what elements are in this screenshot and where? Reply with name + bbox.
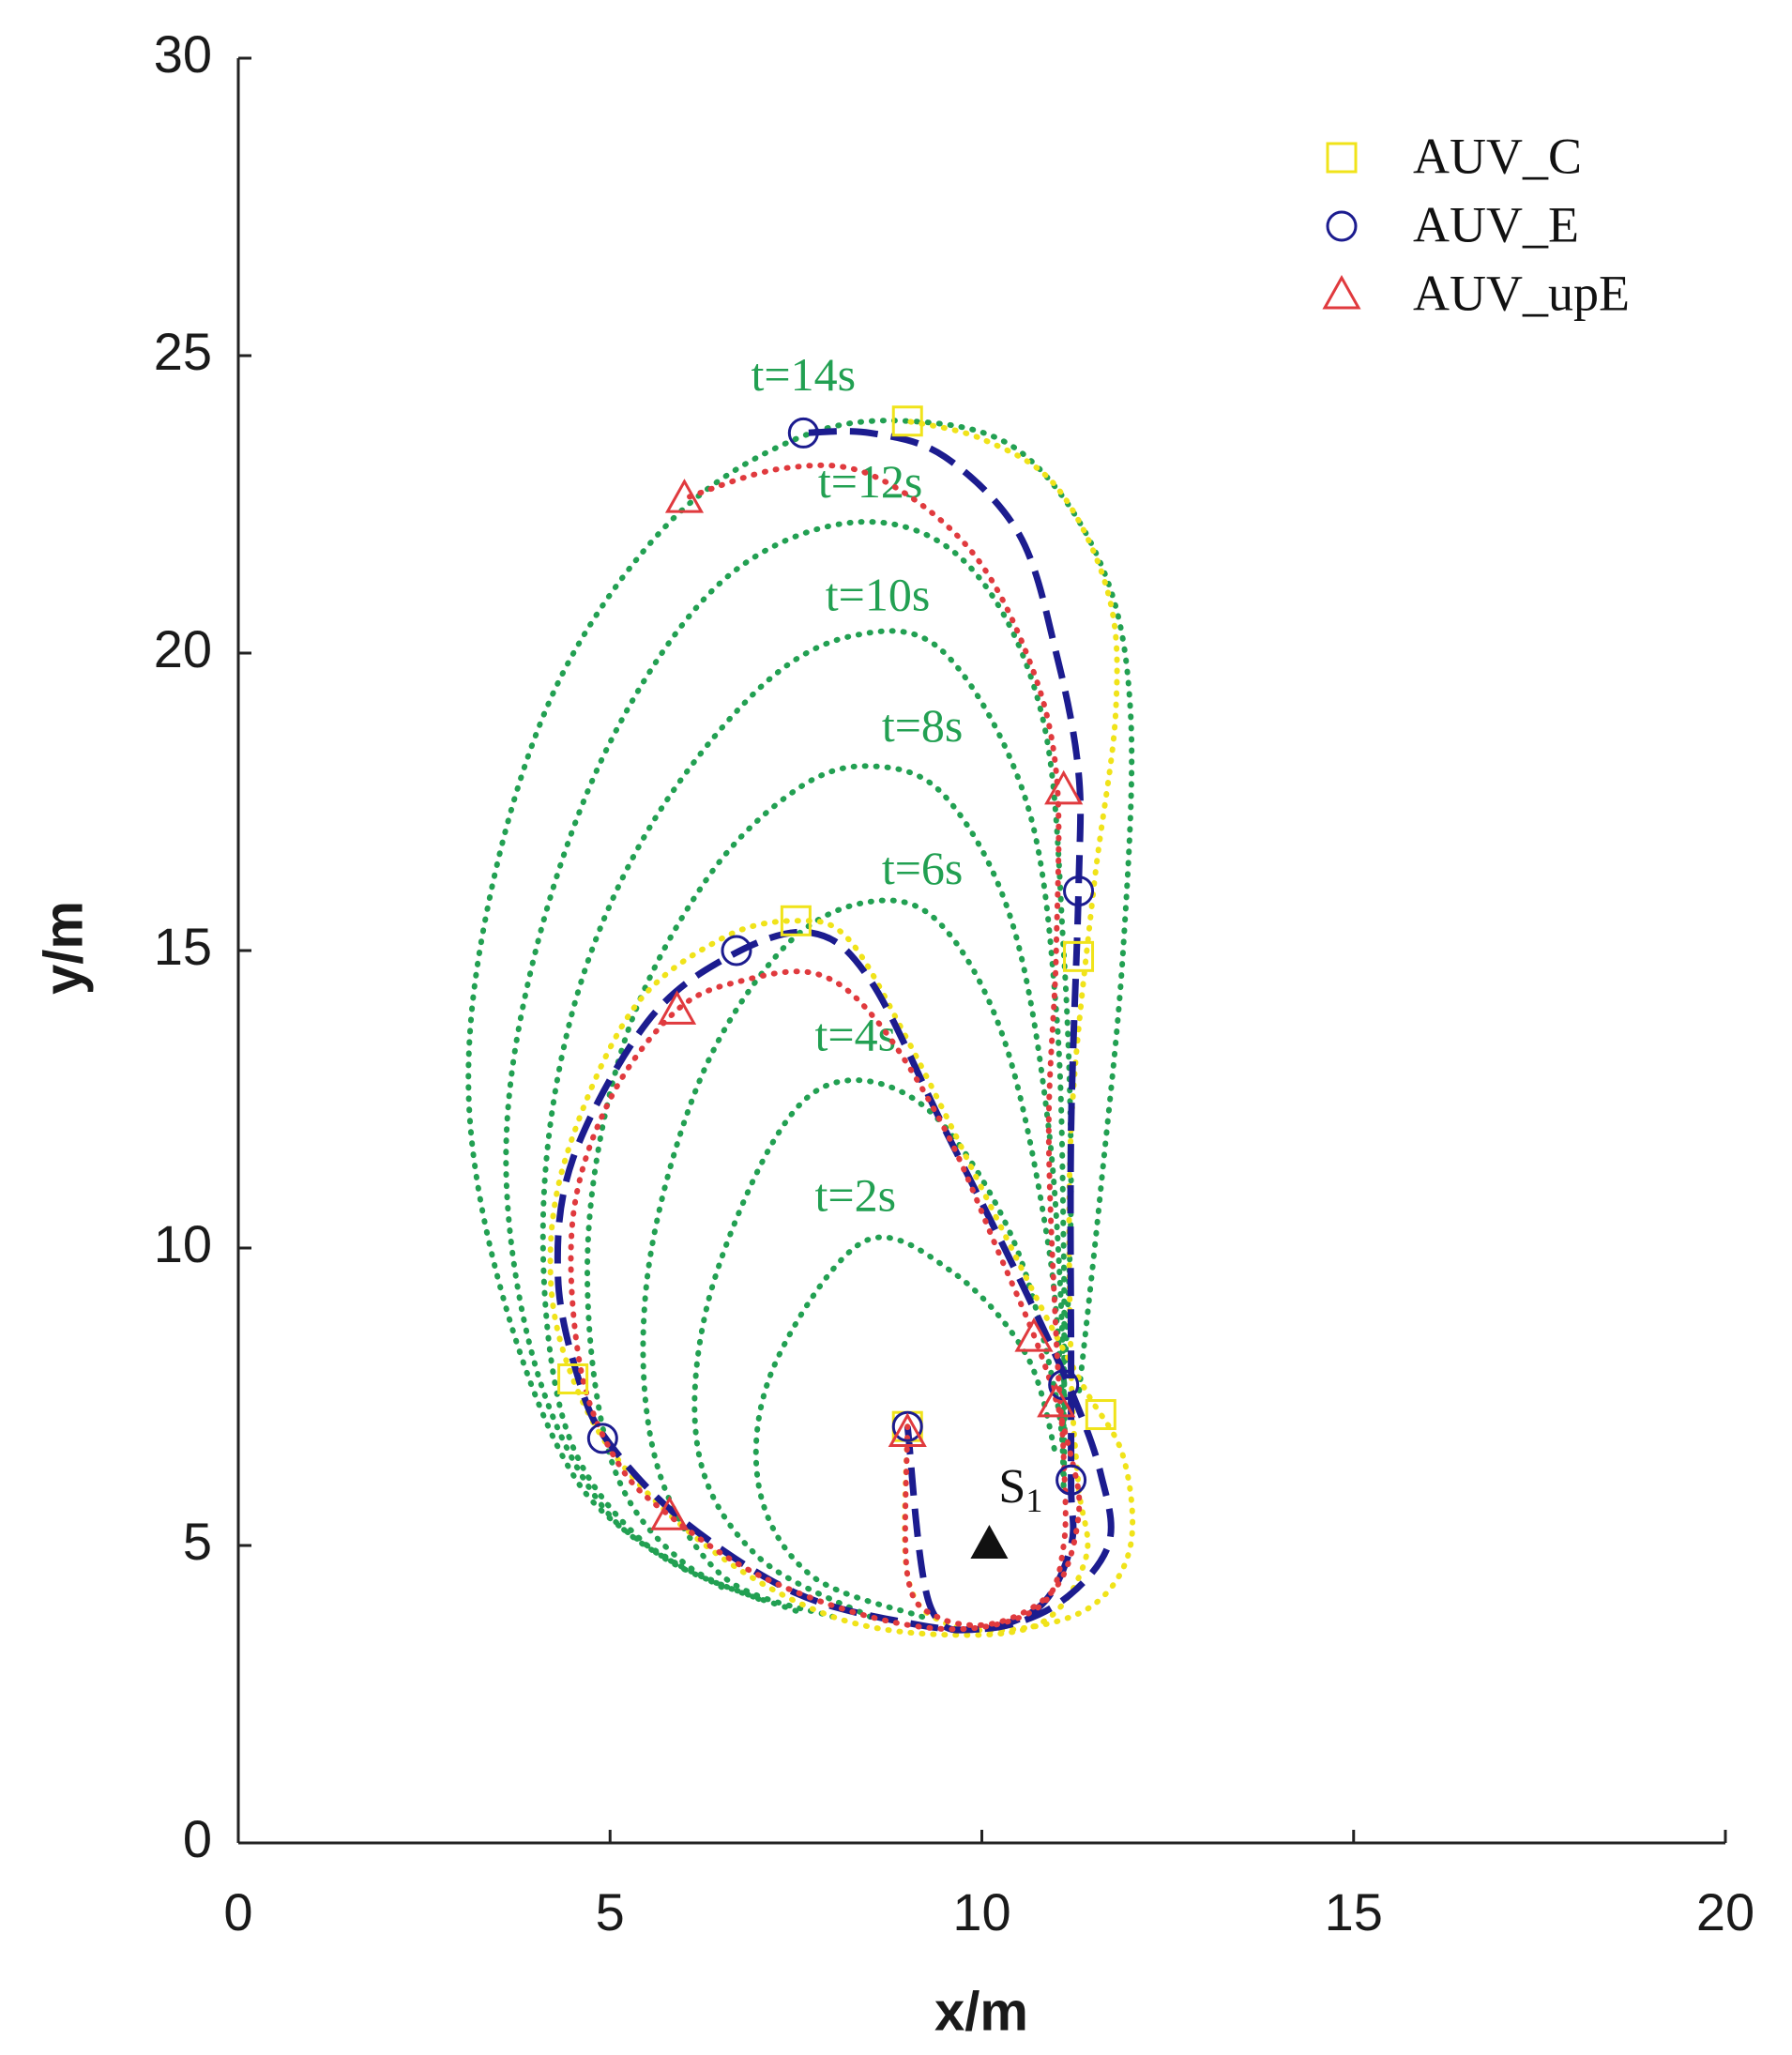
- y-tick-label: 5: [183, 1512, 212, 1571]
- legend-label: AUV_C: [1413, 128, 1582, 184]
- trajectory-marker: [1063, 940, 1095, 972]
- source-label: S1: [998, 1460, 1042, 1519]
- trajectory-marker: [1014, 1317, 1054, 1352]
- legend-label: AUV_E: [1413, 196, 1579, 252]
- trajectory-marker: [658, 990, 697, 1025]
- trajectory-marker: [557, 1362, 589, 1394]
- trajectory-marker: [1055, 1464, 1087, 1496]
- time-contour: [539, 628, 1068, 1603]
- contour-label: t=14s: [752, 348, 857, 401]
- trajectory-marker: [1044, 769, 1084, 805]
- contour-label: t=12s: [818, 455, 923, 508]
- plot-area: t=2s t=4s t=6s t=8s t=10s t=12s t=14s S1: [465, 348, 1136, 1638]
- contour-label: t=6s: [882, 842, 964, 894]
- trajectory-marker: [650, 1496, 690, 1530]
- legend-marker: [1322, 274, 1361, 310]
- trajectory-marker: [891, 1410, 923, 1442]
- source-name: S: [998, 1460, 1025, 1514]
- legend: AUV_C AUV_E AUV_upE: [1322, 128, 1630, 321]
- trajectory: [547, 418, 1136, 1638]
- time-contour: [503, 519, 1074, 1591]
- x-tick-label: 5: [596, 1882, 625, 1941]
- trajectory-marker: [888, 1412, 927, 1448]
- trajectory-marker: [780, 905, 812, 936]
- legend-marker: [1326, 210, 1358, 242]
- time-contour: [465, 418, 1135, 1573]
- trajectory-marker: [1085, 1399, 1116, 1431]
- contour-label: t=8s: [882, 699, 964, 752]
- contour-label: t=10s: [826, 568, 931, 620]
- trajectory-marker: [721, 935, 752, 967]
- trajectory-marker: [586, 1423, 618, 1454]
- source-marker: [970, 1525, 1009, 1559]
- trajectory-marker: [891, 405, 923, 437]
- x-tick-label: 10: [952, 1882, 1010, 1941]
- y-tick-label: 15: [154, 917, 212, 976]
- y-tick-label: 30: [154, 24, 212, 84]
- legend-marker: [1326, 142, 1358, 174]
- trajectory-marker: [1063, 875, 1095, 907]
- legend-label: AUV_upE: [1413, 265, 1630, 321]
- x-tick-label: 15: [1325, 1882, 1383, 1941]
- x-tick-label: 0: [223, 1882, 252, 1941]
- y-tick-label: 20: [154, 619, 212, 678]
- y-tick-label: 0: [183, 1809, 212, 1868]
- y-axis-label: y/m: [33, 901, 94, 995]
- trajectory-marker: [664, 479, 705, 513]
- trajectory-marker: [787, 417, 819, 449]
- contour-label: t=4s: [814, 1009, 896, 1061]
- contour-label: t=2s: [814, 1169, 896, 1222]
- time-contour: [752, 1234, 1059, 1621]
- x-axis-label: x/m: [934, 1981, 1028, 2042]
- x-tick-label: 20: [1696, 1882, 1754, 1941]
- trajectory: [568, 462, 1083, 1633]
- y-tick-label: 10: [154, 1214, 212, 1273]
- trajectory-marker: [1037, 1382, 1076, 1418]
- y-tick-label: 25: [154, 322, 212, 381]
- time-contour: [640, 897, 1067, 1621]
- source-subscript: 1: [1025, 1482, 1042, 1519]
- time-contour: [691, 1077, 1067, 1621]
